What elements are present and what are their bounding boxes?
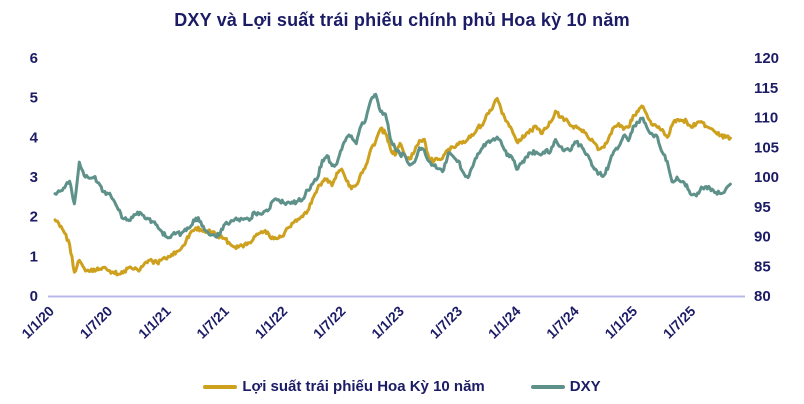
legend-item-dxy: DXY <box>530 378 601 395</box>
chart-title: DXY và Lợi suất trái phiếu chính phủ Hoa… <box>174 10 630 30</box>
right-axis-tick-label: 80 <box>754 288 771 305</box>
legend-swatch-dxy <box>530 384 565 389</box>
left-axis-tick-label: 6 <box>30 50 38 67</box>
right-axis-tick-label: 115 <box>754 80 778 97</box>
x-axis-tick-label: 1/7/22 <box>310 303 349 342</box>
yield-line <box>53 97 732 277</box>
right-axis-tick-label: 110 <box>754 110 778 127</box>
x-axis-tick-label: 1/7/24 <box>543 303 582 342</box>
right-axis-tick-label: 105 <box>754 139 779 156</box>
left-axis-tick-label: 0 <box>30 288 38 305</box>
right-axis-tick-label: 120 <box>754 50 779 67</box>
x-axis-tick-label: 1/1/20 <box>18 303 57 342</box>
legend: Lợi suất trái phiếu Hoa Kỳ 10 năm DXY <box>0 378 804 395</box>
left-axis-tick-label: 4 <box>30 129 39 146</box>
legend-label-dxy: DXY <box>569 378 601 395</box>
x-axis-tick-label: 1/7/20 <box>77 303 116 342</box>
legend-swatch-yield <box>203 384 238 389</box>
left-axis-tick-label: 3 <box>30 169 38 186</box>
x-axis-tick-label: 1/1/21 <box>135 303 174 342</box>
right-axis-tick-label: 85 <box>754 258 771 275</box>
x-axis-tick-label: 1/1/23 <box>368 303 407 342</box>
dxy-line <box>53 92 732 240</box>
left-axis-tick-label: 2 <box>30 209 38 226</box>
right-axis-tick-label: 95 <box>754 199 771 216</box>
right-axis-tick-label: 100 <box>754 169 779 186</box>
left-axis-tick-label: 5 <box>30 90 38 107</box>
legend-label-yield: Lợi suất trái phiếu Hoa Kỳ 10 năm <box>242 378 485 395</box>
x-axis-tick-label: 1/1/24 <box>485 303 524 342</box>
left-axis-tick-label: 1 <box>30 248 38 265</box>
right-axis-tick-label: 90 <box>754 229 771 246</box>
x-axis-tick-label: 1/7/25 <box>660 303 699 342</box>
x-axis-tick-label: 1/7/23 <box>426 303 465 342</box>
x-axis-tick-label: 1/7/21 <box>193 303 232 342</box>
legend-item-yield: Lợi suất trái phiếu Hoa Kỳ 10 năm <box>203 378 485 395</box>
x-axis-tick-label: 1/1/22 <box>252 303 291 342</box>
x-axis-tick-label: 1/1/25 <box>601 303 640 342</box>
